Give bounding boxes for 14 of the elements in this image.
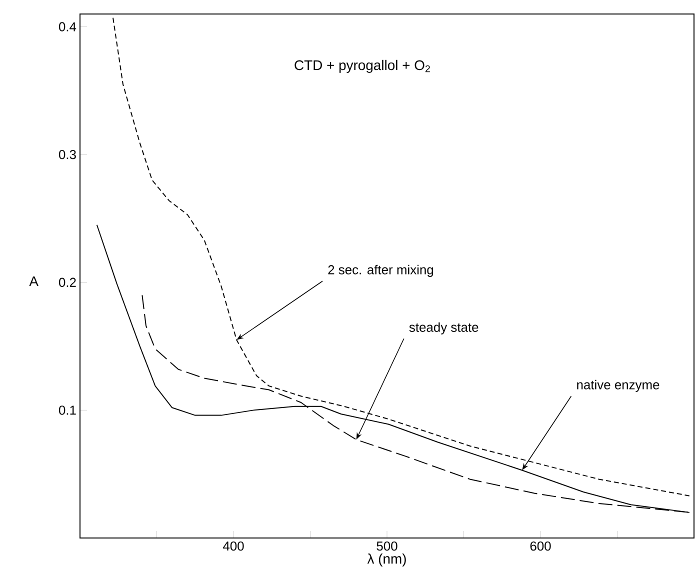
x-tick-label: 400 (222, 542, 244, 551)
y-tick-label: 0.4 (58, 22, 76, 32)
text: CTD + pyrogallol + O$_{2}$ (294, 60, 430, 73)
x-tick-label: 500 (376, 542, 398, 551)
x-axis-title: λ (nm) (367, 554, 406, 567)
y-axis-title: A (29, 276, 38, 286)
y-tick-label: 0.1 (58, 406, 76, 415)
line-series (112, 17, 690, 496)
y-tick-label: 0.3 (58, 150, 76, 160)
annotation: 2 sec. after mixing (328, 264, 434, 277)
annotation: steady state (409, 322, 478, 334)
y-tick-label: 0.2 (58, 278, 76, 287)
annotation: native enzyme (577, 380, 660, 392)
x-tick-label: 600 (530, 542, 551, 551)
